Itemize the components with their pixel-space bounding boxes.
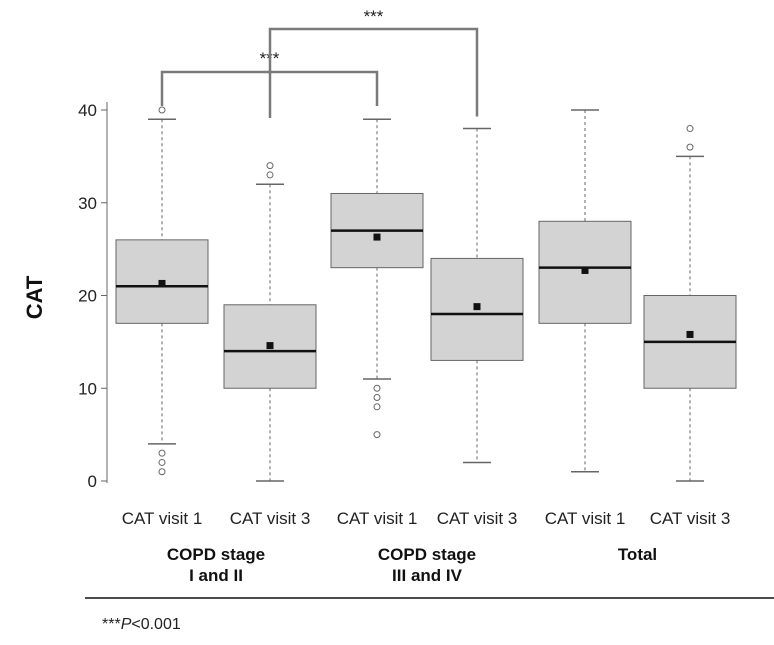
group-label: COPD stage — [378, 545, 476, 564]
significance-bracket — [268, 27, 479, 118]
group-label: III and IV — [392, 566, 463, 585]
y-tick-label: 10 — [78, 379, 97, 398]
outlier-point — [266, 171, 274, 179]
footnote-p: P — [120, 616, 132, 633]
mean-marker — [373, 233, 381, 241]
outlier-point — [373, 431, 381, 439]
mean-marker — [266, 342, 274, 350]
group-label: Total — [618, 545, 657, 564]
x-category-label: CAT visit 1 — [122, 509, 203, 528]
x-category-label: CAT visit 3 — [437, 509, 518, 528]
outlier-point — [266, 162, 274, 170]
mean-marker — [473, 303, 481, 311]
footnote-text: <0.001 — [131, 616, 181, 633]
x-category-label: CAT visit 3 — [230, 509, 311, 528]
significance-label: *** — [364, 7, 384, 26]
y-axis-label: CAT — [22, 275, 47, 319]
mean-marker — [686, 330, 694, 338]
outlier-point — [158, 449, 166, 457]
mean-marker — [581, 266, 589, 274]
outlier-point — [373, 384, 381, 392]
y-tick-label: 20 — [78, 287, 97, 306]
outlier-point — [158, 458, 166, 466]
group-label: I and II — [189, 566, 243, 585]
y-tick-label: 40 — [78, 101, 97, 120]
outlier-point — [373, 394, 381, 402]
y-tick-label: 0 — [88, 472, 97, 491]
x-category-label: CAT visit 1 — [337, 509, 418, 528]
mean-marker — [158, 279, 166, 287]
outlier-point — [373, 403, 381, 411]
x-category-label: CAT visit 1 — [545, 509, 626, 528]
outlier-point — [158, 468, 166, 476]
outlier-point — [686, 125, 694, 133]
x-category-label: CAT visit 3 — [650, 509, 731, 528]
group-label: COPD stage — [167, 545, 265, 564]
outlier-point — [158, 106, 166, 114]
footnote: ***P<0.001 — [102, 616, 181, 634]
outlier-point — [686, 143, 694, 151]
footnote-stars: *** — [102, 616, 121, 633]
y-tick-label: 30 — [78, 194, 97, 213]
